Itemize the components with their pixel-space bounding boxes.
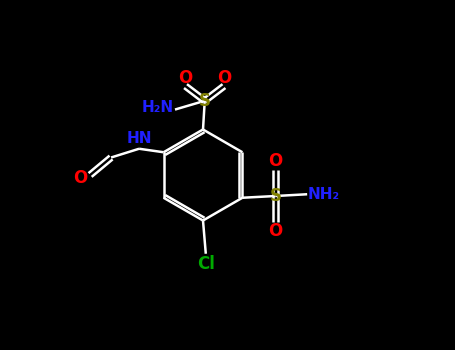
Text: O: O [268, 152, 283, 170]
Text: S: S [270, 187, 282, 205]
Text: O: O [217, 69, 231, 88]
Text: H₂N: H₂N [142, 100, 173, 115]
Text: NH₂: NH₂ [308, 187, 340, 202]
Text: O: O [268, 222, 283, 240]
Text: O: O [178, 69, 192, 88]
Text: O: O [73, 169, 87, 187]
Text: S: S [199, 92, 211, 110]
Text: Cl: Cl [197, 255, 215, 273]
Text: HN: HN [126, 132, 152, 146]
